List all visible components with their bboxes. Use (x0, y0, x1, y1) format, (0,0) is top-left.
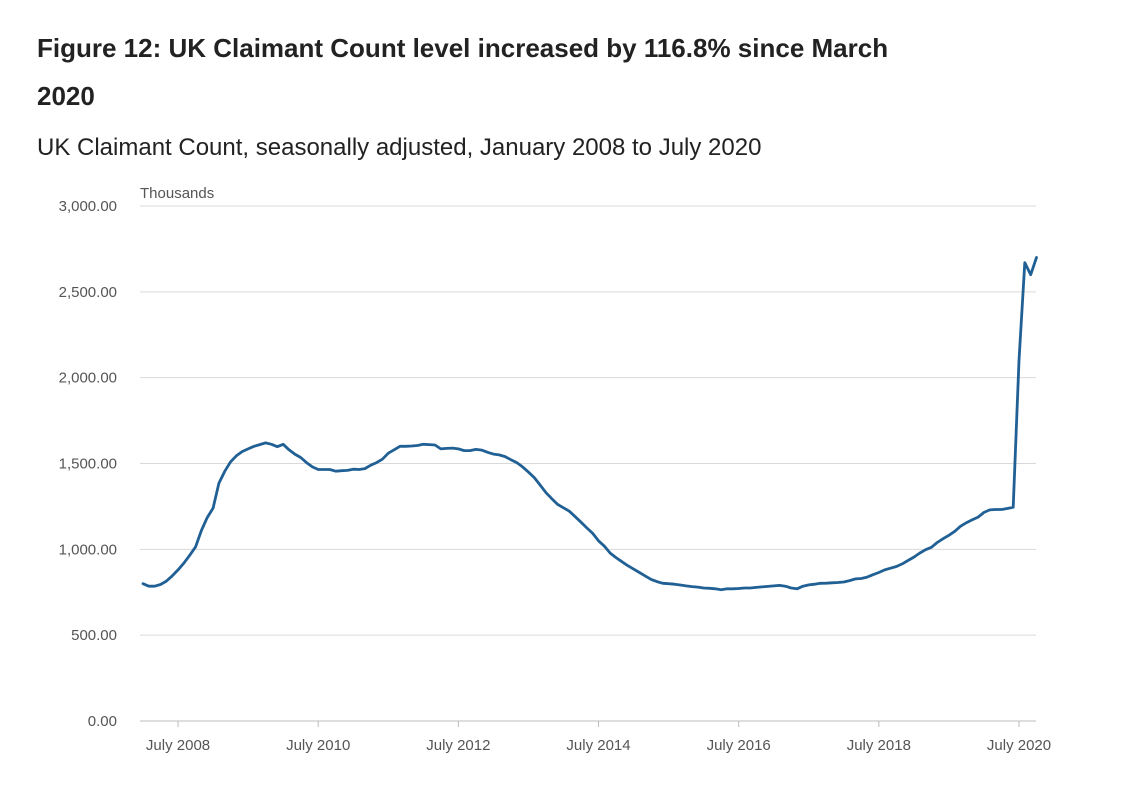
x-tick-label: July 2008 (146, 737, 210, 754)
x-tick-label: July 2014 (566, 737, 630, 754)
gridlines (140, 205, 1036, 636)
chart-subtitle: UK Claimant Count, seasonally adjusted, … (37, 134, 762, 161)
y-tick-label: 2,500.00 (59, 284, 117, 301)
y-tick-label: 0.00 (88, 713, 117, 730)
y-axis-unit-label: Thousands (140, 185, 214, 202)
x-tick-label: July 2010 (286, 737, 350, 754)
x-tick-label: July 2016 (707, 737, 771, 754)
x-tick-label: July 2018 (847, 737, 911, 754)
y-tick-label: 1,500.00 (59, 456, 117, 473)
chart-title: Figure 12: UK Claimant Count level incre… (37, 33, 889, 111)
y-tick-label: 1,000.00 (59, 541, 117, 558)
y-tick-label: 2,000.00 (59, 370, 117, 387)
y-tick-label: 3,000.00 (59, 198, 117, 215)
x-tick-label: July 2020 (987, 737, 1051, 754)
x-tick-label: July 2012 (426, 737, 490, 754)
y-axis-ticks: 0.00 500.00 1,000.00 1,500.00 2,000.00 2,500.… (59, 198, 117, 730)
y-tick-label: 500.00 (71, 627, 117, 644)
series-line (141, 256, 1038, 592)
x-axis: July 2008 July 2010 July 2012 July 2014 July… (140, 720, 1051, 754)
series-layer (141, 256, 1038, 592)
